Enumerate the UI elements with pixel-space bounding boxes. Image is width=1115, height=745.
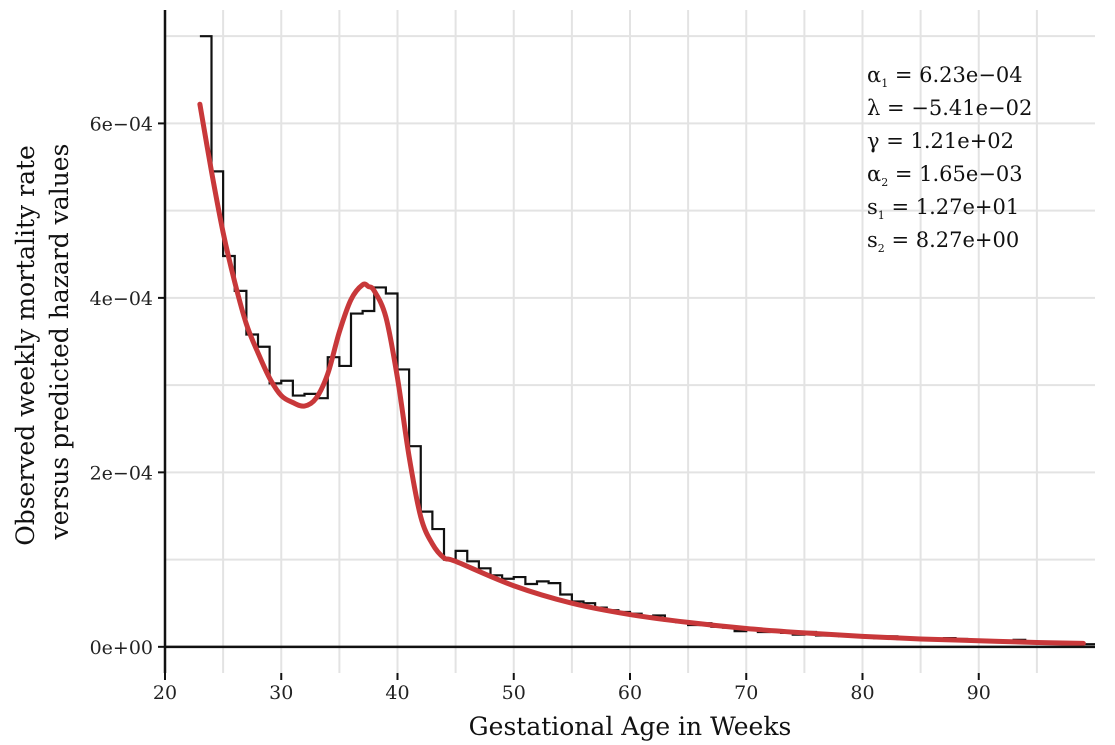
- parameter-annotation: γ = 1.21e+02: [867, 129, 1014, 153]
- x-tick-label: 50: [502, 682, 526, 704]
- parameter-annotation: s1 = 1.27e+01: [867, 195, 1019, 222]
- tick-labels: 20 30 40 50 60 70 80 90 0e+00 2e−04 4e−04 6e−04: [90, 113, 991, 704]
- grid-lines: [164, 10, 1095, 673]
- y-tick-label: 2e−04: [90, 462, 153, 484]
- chart-axes: [163, 10, 1095, 673]
- x-axis-title: Gestational Age in Weeks: [469, 712, 792, 741]
- observed-step-series: [199, 35, 1095, 646]
- parameter-annotation: α2 = 1.65e−03: [867, 162, 1023, 189]
- parameter-annotation: s2 = 8.27e+00: [867, 228, 1019, 255]
- parameter-annotation: α1 = 6.23e−04: [867, 63, 1023, 90]
- y-axis-title: Observed weekly mortality rate versus pr…: [11, 137, 74, 546]
- x-tick-label: 60: [618, 682, 642, 704]
- x-tick-label: 80: [850, 682, 874, 704]
- y-tick-label: 4e−04: [90, 288, 153, 310]
- x-tick-label: 90: [967, 682, 991, 704]
- x-tick-label: 20: [153, 682, 177, 704]
- y-axis-title-line-1: Observed weekly mortality rate: [11, 145, 40, 546]
- chart-series: [197, 35, 1095, 646]
- x-tick-label: 30: [269, 682, 293, 704]
- y-axis-title-line-2: versus predicted hazard values: [45, 144, 74, 541]
- parameter-annotations: α1 = 6.23e−04 λ = −5.41e−02 γ = 1.21e+02 α2…: [867, 63, 1032, 255]
- y-tick-label: 6e−04: [90, 113, 153, 135]
- parameter-annotation: λ = −5.41e−02: [867, 96, 1032, 120]
- x-tick-label: 40: [385, 682, 409, 704]
- y-tick-label: 0e+00: [90, 637, 153, 659]
- predicted-hazard-curve: [197, 101, 1086, 646]
- x-tick-label: 70: [734, 682, 758, 704]
